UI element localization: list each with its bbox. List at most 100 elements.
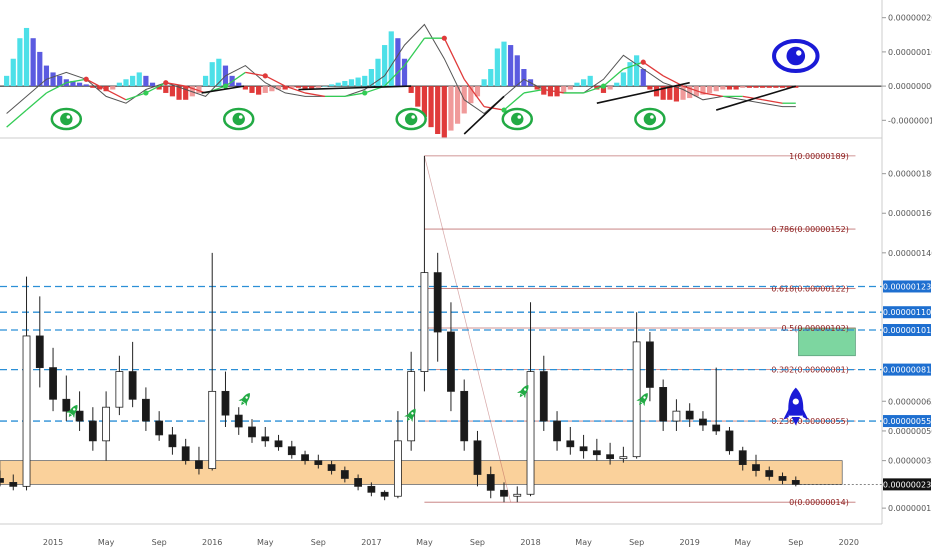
signal-line-segment [185, 85, 206, 94]
candle-body [672, 410, 681, 422]
macd-histogram-bar [196, 86, 202, 93]
candle-body [287, 446, 296, 456]
rocket-fin [643, 401, 646, 407]
eye-highlight [650, 115, 654, 119]
signal-line-segment [105, 88, 127, 101]
fib-level-label: 0.382(0.00000081) [771, 366, 849, 375]
fib-level-label: 1(0.00000189) [789, 152, 849, 161]
macd-histogram-bar [567, 86, 573, 90]
candle-body [261, 436, 270, 442]
macd-histogram-bar [236, 82, 242, 87]
price-pane: 1(0.00000189) 0.786(0.00000152) 0.618(0.00… [0, 152, 882, 507]
candle-body [778, 476, 787, 481]
signal-line-segment [523, 88, 544, 94]
macd-histogram-bar [647, 86, 653, 90]
crossover-dot [143, 90, 149, 96]
candle-body [725, 430, 734, 452]
candle-body [500, 489, 508, 497]
price-axis-label: 0.00000160 [888, 209, 932, 218]
macd-histogram-bar [130, 75, 136, 87]
macd-histogram-bar [713, 86, 719, 92]
signal-line-segment [483, 105, 505, 111]
macd-histogram-bar [156, 86, 162, 90]
fib-level-label: 0.236(0.00000055) [771, 417, 849, 426]
macd-histogram-bar [209, 62, 215, 87]
level-badge [883, 306, 931, 319]
candle-body [155, 420, 164, 436]
candle-body [367, 485, 376, 493]
macd-histogram-bar [474, 86, 481, 97]
rocket-flame [519, 393, 524, 398]
macd-histogram-bar [355, 77, 361, 87]
macd-histogram-bar [149, 82, 156, 87]
signal-line-segment [503, 92, 525, 111]
x-tick-label: Sep [629, 538, 644, 547]
candle-body [274, 440, 283, 448]
rocket-icon [238, 392, 250, 407]
macd-histogram-bar [779, 86, 786, 88]
macd-histogram-bar [348, 79, 355, 87]
macd-histogram-bar [561, 86, 567, 93]
candle-body [181, 446, 190, 462]
macd-histogram-bar [687, 86, 693, 99]
candle-body [433, 272, 442, 333]
candle-body [513, 493, 522, 497]
candle-body [327, 464, 336, 471]
level-badge [883, 363, 931, 376]
macd-pane [0, 23, 882, 138]
signal-line-segment [603, 68, 624, 87]
macd-histogram-bar [620, 72, 626, 87]
eye-iris [511, 112, 524, 126]
candle-body [699, 418, 707, 426]
signal-line-segment [384, 65, 405, 87]
macd-histogram-bar [667, 86, 673, 100]
macd-histogram-bar [202, 75, 209, 87]
macd-histogram-bar [700, 86, 706, 95]
macd-histogram-bar [653, 86, 660, 97]
macd-histogram-bar [395, 38, 401, 87]
macd-histogram-bar [335, 82, 341, 87]
candle-body [752, 464, 760, 471]
eye-icon [395, 107, 427, 131]
macd-histogram-bar [83, 84, 89, 87]
signal-line-segment [543, 88, 564, 94]
eye-icon [222, 107, 255, 131]
x-tick-label: 2015 [43, 538, 63, 547]
macd-histogram-bar [382, 45, 388, 87]
candle-body [208, 390, 217, 469]
macd-histogram-bar [269, 86, 275, 92]
macd-histogram-bar [580, 79, 587, 87]
macd-histogram-bar [275, 86, 282, 90]
macd-histogram-bar [733, 86, 739, 90]
macd-axis-label: 0.00000000 [888, 82, 932, 91]
macd-histogram-bar [342, 80, 348, 87]
signal-line-segment [165, 82, 186, 87]
macd-histogram-bar [362, 75, 368, 87]
macd-histogram-bar [30, 38, 36, 87]
macd-histogram-bar [746, 86, 752, 88]
candle-body [234, 414, 243, 428]
macd-histogram-bar [501, 41, 507, 87]
macd-histogram-bar [123, 79, 129, 87]
rocket-body [68, 404, 78, 416]
candle-body [566, 440, 575, 448]
macd-histogram-bar [328, 84, 335, 87]
rocket-fin [245, 401, 248, 407]
macd-histogram-bar [494, 48, 500, 87]
candle-body [712, 424, 721, 432]
x-tick-label: Sep [470, 538, 485, 547]
eye-iris [60, 112, 73, 126]
macd-histogram-bar [408, 86, 414, 93]
candle-body [553, 420, 561, 442]
rocket-body [241, 392, 250, 404]
candle-body [141, 398, 150, 422]
macd-histogram-bar [23, 27, 30, 87]
eye-iris [786, 46, 806, 66]
candle-body [738, 450, 747, 465]
signal-line-segment [344, 92, 365, 98]
x-tick-label: May [575, 538, 592, 547]
eye-highlight [66, 115, 71, 119]
crossover-dot [640, 59, 646, 65]
rocket-fin [523, 393, 526, 399]
